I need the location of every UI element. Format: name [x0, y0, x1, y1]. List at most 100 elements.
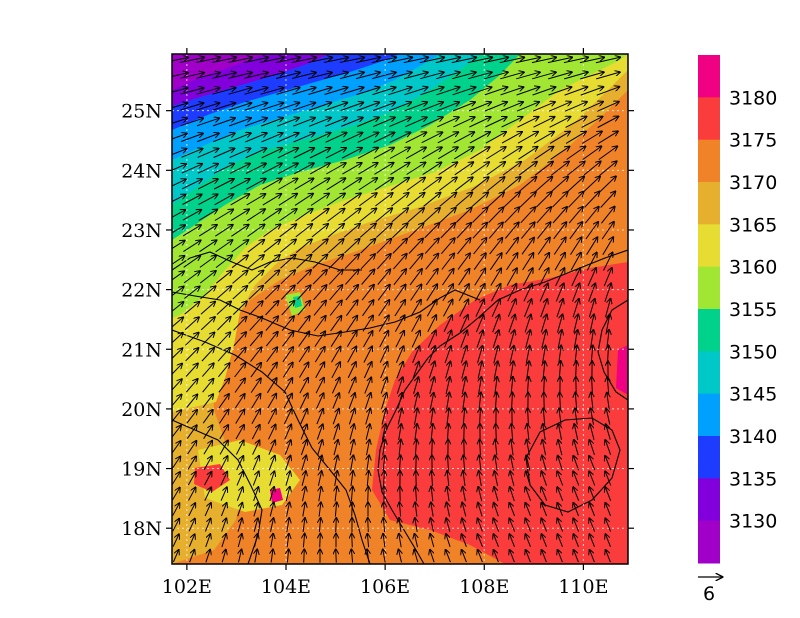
wind-vector-arrow	[244, 118, 267, 127]
wind-vector-arrow	[557, 519, 564, 532]
wind-vector-arrow	[203, 425, 213, 439]
wind-vector-arrow	[437, 132, 458, 144]
wind-vector-arrow	[535, 192, 551, 208]
wind-vector-arrow	[227, 58, 252, 63]
wind-vector-arrow	[478, 503, 483, 517]
wind-vector-arrow	[255, 550, 257, 563]
wind-vector-arrow	[285, 456, 291, 471]
wind-vector-arrow	[456, 223, 471, 239]
wind-vector-arrow	[265, 301, 279, 316]
wind-vector-arrow	[383, 550, 385, 563]
wind-vector-arrow	[292, 88, 315, 95]
x-tick-label: 102E	[162, 576, 212, 598]
wind-vector-arrow	[558, 456, 563, 471]
wind-vector-arrow	[368, 518, 369, 533]
wind-vector-arrow	[332, 409, 339, 425]
wind-vector-arrow	[410, 285, 422, 301]
wind-vector-arrow	[172, 519, 179, 532]
wind-vector-arrow	[422, 162, 442, 176]
wind-vector-arrow	[212, 103, 236, 111]
wind-vector-arrow	[336, 518, 337, 533]
wind-vector-arrow	[478, 550, 483, 563]
wind-vector-arrow	[335, 502, 336, 517]
wind-vector-arrow	[494, 534, 499, 547]
wind-vector-arrow	[542, 456, 547, 471]
wind-vector-arrow	[509, 503, 516, 517]
wind-vector-arrow	[429, 377, 434, 394]
wind-vector-arrow	[603, 253, 613, 271]
colorbar-tick-label: 3180	[729, 87, 777, 109]
wind-vector-arrow	[580, 102, 603, 112]
wind-vector-arrow	[216, 302, 231, 315]
wind-vector-arrow	[388, 72, 412, 80]
wind-vector-arrow	[341, 133, 363, 143]
wind-vector-arrow	[172, 472, 180, 486]
wind-vector-arrow	[399, 424, 402, 440]
wind-vector-arrow	[389, 148, 410, 159]
wind-vector-arrow	[346, 331, 356, 348]
wind-vector-arrow	[553, 238, 565, 255]
wind-vector-arrow	[507, 299, 515, 317]
colorbar-tick-label: 3130	[729, 511, 777, 533]
wind-vector-arrow	[330, 316, 342, 332]
wind-vector-arrow	[314, 331, 325, 347]
wind-vector-arrow	[218, 379, 229, 393]
wind-vector-arrow	[585, 222, 598, 240]
wind-vector-arrow	[405, 147, 426, 160]
wind-vector-arrow	[447, 487, 449, 502]
coastline-hainan-island	[525, 417, 621, 513]
wind-vector-arrow	[524, 299, 532, 317]
map-panel: 102E 104E 106E 108E 110E 18N 19N 20N 21N 22N 23N 2…	[121, 48, 634, 598]
wind-vector-arrow	[518, 147, 538, 160]
wind-vector-arrow	[248, 286, 263, 300]
wind-vector-arrow	[579, 57, 604, 64]
wind-vector-arrow	[198, 210, 217, 221]
wind-vector-arrow	[214, 210, 233, 221]
wind-vector-arrow	[184, 287, 199, 299]
wind-vector-arrow	[229, 164, 250, 174]
wind-vector-arrow	[246, 194, 266, 206]
wind-vector-arrow	[379, 346, 388, 363]
wind-vector-arrow	[324, 118, 347, 127]
wind-vector-arrow	[186, 379, 197, 393]
wind-vector-arrow	[348, 409, 354, 425]
wind-vector-arrow	[287, 518, 289, 532]
wind-vector-arrow	[172, 256, 185, 265]
wind-vector-arrow	[407, 208, 424, 223]
colorbar-tick-label: 3165	[729, 214, 777, 236]
wind-vector-arrow	[448, 455, 449, 471]
wind-vector-arrow	[341, 148, 362, 159]
wind-vector-arrow	[312, 270, 327, 285]
x-tick-label: 108E	[459, 576, 509, 598]
wind-vector-arrow	[213, 179, 234, 190]
wind-vector-arrow	[393, 269, 406, 286]
wind-vector-arrow	[333, 424, 339, 440]
wind-vector-arrow	[311, 239, 327, 254]
wind-vector-arrow	[488, 207, 504, 223]
wind-vector-arrow	[506, 268, 517, 286]
wind-vector-arrow	[172, 195, 185, 203]
wind-vector-arrow	[310, 178, 330, 191]
wind-vector-arrow	[504, 223, 518, 239]
wind-vector-arrow	[571, 268, 580, 287]
wind-vector-arrow	[344, 239, 360, 254]
wind-vector-arrow	[606, 550, 611, 563]
wind-vector-arrow	[359, 193, 376, 207]
wind-vector-arrow	[448, 424, 449, 441]
wind-vector-arrow	[298, 347, 309, 363]
wind-vector-arrow	[472, 223, 487, 239]
wind-vector-arrow	[430, 393, 433, 410]
wind-vector-arrow	[564, 72, 588, 80]
wind-vector-arrow	[220, 503, 226, 517]
wind-vector-arrow	[271, 534, 273, 548]
wind-vector-arrow	[245, 164, 266, 174]
wind-vector-arrow	[377, 285, 390, 301]
wind-vector-arrow	[250, 347, 262, 362]
wind-vector-arrow	[220, 472, 227, 486]
wind-vector-arrow	[251, 425, 259, 440]
wind-vector-arrow	[444, 331, 452, 348]
colorbar-tick-label: 3150	[729, 341, 777, 363]
wind-vector-arrow	[188, 534, 194, 547]
wind-vector-arrow	[333, 440, 338, 456]
wind-vector-arrow	[172, 179, 186, 187]
